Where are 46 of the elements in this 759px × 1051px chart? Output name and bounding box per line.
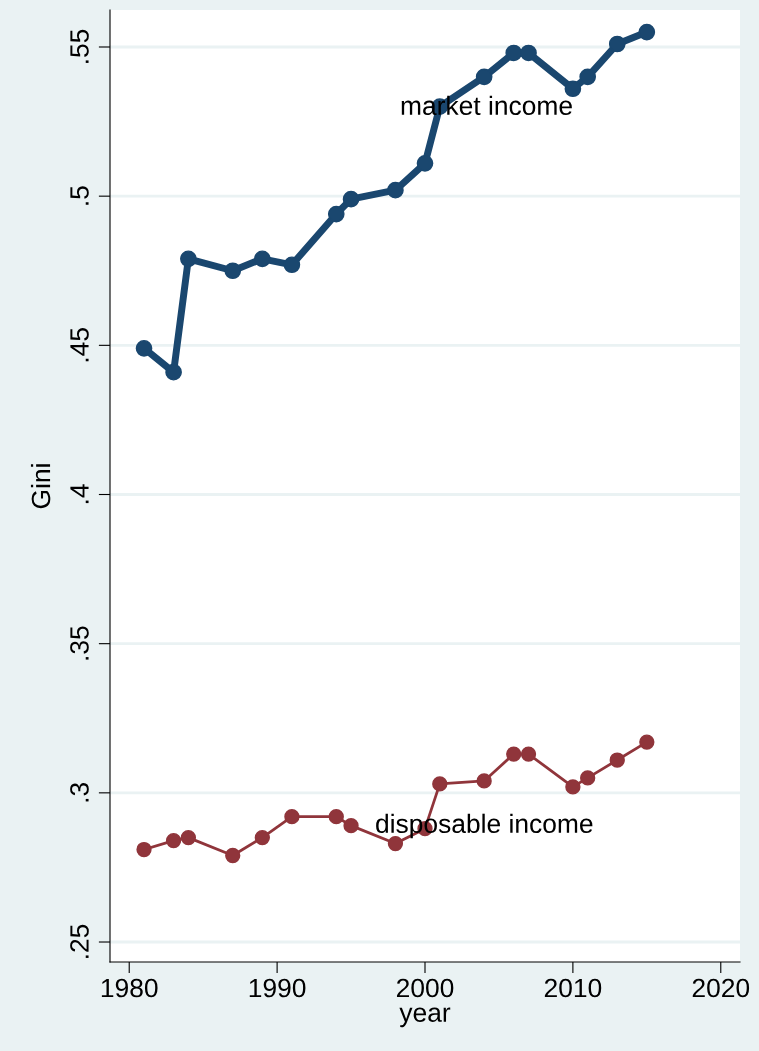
y-tick-label: .4	[70, 484, 89, 504]
x-tick-label: 2000	[396, 978, 454, 998]
y-tick-label: .45	[70, 328, 89, 362]
y-tick-label: .55	[70, 29, 89, 63]
point	[136, 841, 152, 858]
point	[520, 44, 537, 62]
point	[225, 847, 241, 864]
point	[506, 746, 522, 762]
point	[180, 829, 197, 846]
point	[638, 23, 656, 41]
point	[342, 190, 360, 208]
point	[327, 205, 345, 223]
point	[432, 776, 448, 792]
point	[387, 181, 404, 199]
point	[475, 68, 493, 86]
point	[135, 339, 153, 357]
point	[165, 363, 182, 381]
y-tick-label: .5	[70, 186, 89, 205]
point	[253, 250, 271, 268]
point	[416, 155, 434, 172]
point	[520, 746, 537, 762]
y-tick-label: .3	[70, 783, 89, 802]
point	[580, 770, 596, 786]
x-tick-label: 1980	[101, 978, 158, 998]
point	[254, 829, 270, 846]
x-axis-title: year	[399, 1007, 451, 1028]
point	[565, 779, 581, 795]
x-tick-label: 1990	[249, 978, 306, 998]
point	[343, 818, 359, 834]
point	[609, 752, 625, 768]
point	[180, 250, 197, 268]
point	[505, 44, 523, 62]
y-axis-title: Gini	[30, 464, 51, 509]
point	[165, 832, 182, 849]
point	[608, 35, 626, 53]
point	[224, 262, 242, 280]
point	[284, 809, 300, 825]
y-tick-label: .25	[70, 924, 89, 958]
y-tick-label: .35	[70, 626, 89, 660]
x-tick-label: 2020	[692, 978, 750, 998]
point	[579, 68, 597, 86]
point	[283, 256, 301, 274]
point	[328, 809, 344, 825]
point	[476, 773, 492, 789]
point	[639, 734, 655, 750]
x-tick-label: 2010	[544, 978, 602, 998]
